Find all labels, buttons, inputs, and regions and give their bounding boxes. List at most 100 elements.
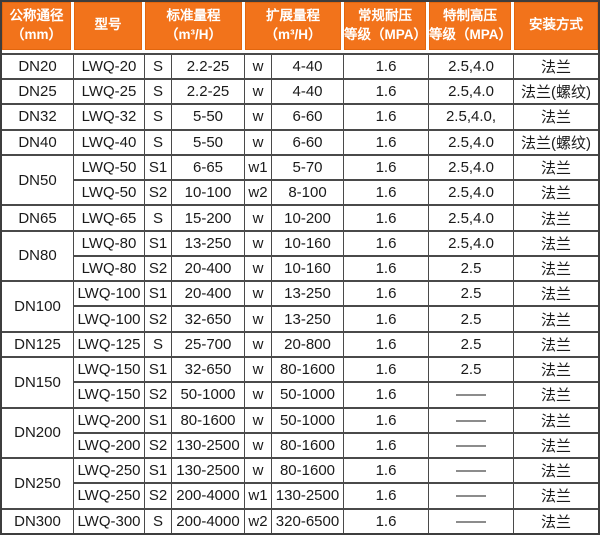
cell-install: 法兰 — [514, 305, 598, 330]
cell-ext-class: w — [245, 406, 272, 432]
cell-install: 法兰 — [514, 482, 598, 507]
cell-ext-class: w — [245, 103, 272, 129]
header-normal-pressure: 常规耐压 等级（MPA） — [344, 2, 429, 53]
cell-std-range: 2.2-25 — [172, 78, 245, 104]
cell-model: LWQ-65 — [74, 204, 145, 230]
cell-ext-class: w — [245, 229, 272, 255]
cell-ext-range: 80-1600 — [272, 457, 344, 483]
cell-normal-pressure: 1.6 — [344, 179, 429, 205]
cell-std-class: S1 — [145, 406, 172, 432]
cell-std-class: S1 — [145, 229, 172, 255]
table-row: LWQ-80 S2 20-400 w 10-160 1.6 2.5 法兰 — [2, 254, 598, 281]
cell-normal-pressure: 1.6 — [344, 330, 429, 356]
cell-ext-range: 20-800 — [272, 330, 344, 356]
cell-install: 法兰(螺纹) — [514, 78, 598, 103]
table-row: LWQ-100 S2 32-650 w 13-250 1.6 2.5 法兰 — [2, 305, 598, 331]
cell-ext-class: w — [245, 305, 272, 331]
cell-high-pressure: —— — [429, 381, 514, 407]
cell-std-range: 200-4000 — [172, 507, 245, 533]
cell-model: LWQ-25 — [74, 78, 145, 104]
cell-std-class: S1 — [145, 355, 172, 382]
cell-model: LWQ-50 — [74, 153, 145, 180]
cell-model: LWQ-80 — [74, 229, 145, 255]
cell-std-range: 6-65 — [172, 153, 245, 180]
cell-std-class: S — [145, 78, 172, 104]
header-standard-range: 标准量程 （m³/H） — [145, 2, 245, 53]
cell-high-pressure: 2.5 — [429, 330, 514, 356]
cell-std-class: S — [145, 204, 172, 230]
cell-normal-pressure: 1.6 — [344, 406, 429, 432]
cell-normal-pressure: 1.6 — [344, 381, 429, 407]
cell-install: 法兰(螺纹) — [514, 128, 598, 154]
cell-install: 法兰 — [514, 179, 598, 204]
cell-model: LWQ-20 — [74, 52, 145, 79]
cell-std-class: S1 — [145, 280, 172, 306]
cell-model: LWQ-250 — [74, 457, 145, 483]
cell-high-pressure: —— — [429, 457, 514, 483]
table-row: DN32 LWQ-32 S 5-50 w 6-60 1.6 2.5,4.0, 法… — [2, 103, 598, 129]
cell-dn: DN150 — [2, 355, 74, 407]
header-model: 型号 — [74, 2, 145, 53]
cell-ext-range: 10-200 — [272, 204, 344, 230]
cell-normal-pressure: 1.6 — [344, 52, 429, 79]
cell-normal-pressure: 1.6 — [344, 128, 429, 154]
cell-normal-pressure: 1.6 — [344, 482, 429, 508]
cell-ext-class: w — [245, 355, 272, 382]
cell-high-pressure: —— — [429, 406, 514, 432]
cell-ext-range: 6-60 — [272, 103, 344, 129]
cell-std-range: 2.2-25 — [172, 52, 245, 79]
cell-std-class: S — [145, 52, 172, 79]
cell-install: 法兰 — [514, 52, 598, 78]
cell-install: 法兰 — [514, 229, 598, 255]
cell-ext-range: 10-160 — [272, 229, 344, 255]
table-row: DN150 LWQ-150 S1 32-650 w 80-1600 1.6 2.… — [2, 355, 598, 407]
cell-dn: DN65 — [2, 204, 74, 230]
cell-dn: DN250 — [2, 457, 74, 508]
cell-std-range: 130-2500 — [172, 431, 245, 458]
table-row: LWQ-50 S2 10-100 w2 8-100 1.6 2.5,4.0 法兰 — [2, 179, 598, 205]
cell-install: 法兰 — [514, 406, 598, 432]
cell-install: 法兰 — [514, 280, 598, 305]
cell-high-pressure: 2.5,4.0 — [429, 229, 514, 255]
cell-std-class: S — [145, 103, 172, 129]
cell-ext-class: w — [245, 254, 272, 281]
cell-install: 法兰 — [514, 103, 598, 128]
table-row: DN20 LWQ-20 S 2.2-25 w 4-40 1.6 2.5,4.0 … — [2, 52, 598, 79]
cell-ext-class: w — [245, 78, 272, 104]
cell-ext-class: w1 — [245, 482, 272, 508]
table-row: LWQ-200 S2 130-2500 w 80-1600 1.6 —— 法兰 — [2, 431, 598, 458]
cell-ext-class: w — [245, 204, 272, 230]
cell-std-class: S1 — [145, 153, 172, 180]
cell-ext-range: 50-1000 — [272, 381, 344, 407]
cell-install: 法兰 — [514, 457, 598, 482]
cell-std-range: 5-50 — [172, 103, 245, 129]
header-extended-range: 扩展量程 （m³/H） — [245, 2, 344, 53]
cell-std-range: 10-100 — [172, 179, 245, 205]
cell-std-range: 32-650 — [172, 305, 245, 331]
cell-ext-range: 8-100 — [272, 179, 344, 205]
cell-high-pressure: 2.5 — [429, 254, 514, 281]
cell-dn: DN100 — [2, 280, 74, 331]
cell-high-pressure: 2.5,4.0, — [429, 103, 514, 129]
cell-std-range: 20-400 — [172, 280, 245, 306]
cell-dn: DN200 — [2, 406, 74, 458]
cell-model: LWQ-32 — [74, 103, 145, 129]
cell-std-range: 15-200 — [172, 204, 245, 230]
cell-std-range: 20-400 — [172, 254, 245, 281]
cell-std-class: S2 — [145, 482, 172, 508]
table-row: DN300 LWQ-300 S 200-4000 w2 320-6500 1.6… — [2, 507, 598, 533]
cell-std-range: 5-50 — [172, 128, 245, 154]
cell-install: 法兰 — [514, 330, 598, 356]
cell-model: LWQ-200 — [74, 431, 145, 458]
cell-normal-pressure: 1.6 — [344, 457, 429, 483]
cell-std-range: 200-4000 — [172, 482, 245, 508]
table-row: DN65 LWQ-65 S 15-200 w 10-200 1.6 2.5,4.… — [2, 204, 598, 230]
cell-model: LWQ-100 — [74, 305, 145, 331]
cell-std-range: 130-2500 — [172, 457, 245, 483]
cell-model: LWQ-300 — [74, 507, 145, 533]
cell-ext-range: 130-2500 — [272, 482, 344, 508]
cell-normal-pressure: 1.6 — [344, 204, 429, 230]
cell-high-pressure: —— — [429, 431, 514, 458]
cell-std-class: S — [145, 128, 172, 154]
